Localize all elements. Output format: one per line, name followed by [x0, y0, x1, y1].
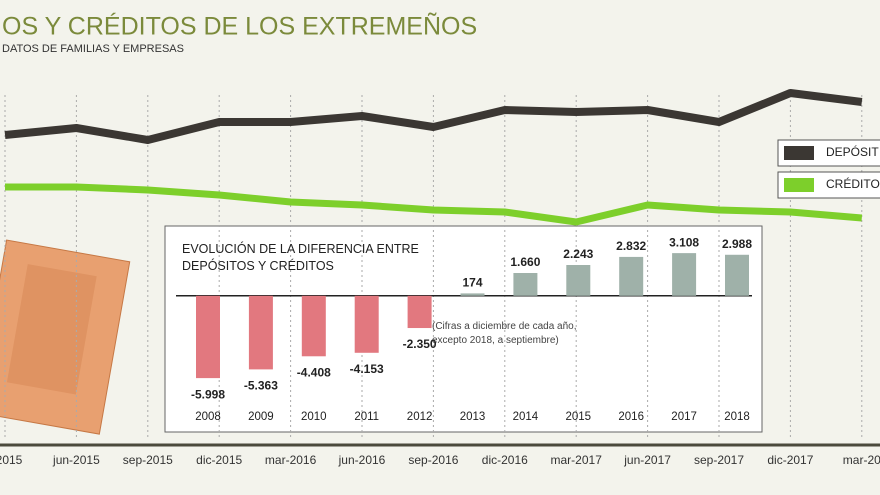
- inset-title: EVOLUCIÓN DE LA DIFERENCIA ENTRE DEPÓSITO…: [182, 241, 419, 273]
- x-tick-label: sep-2016: [408, 453, 458, 467]
- x-tick-label: 2013: [460, 411, 486, 423]
- x-tick-label: 2010: [301, 411, 327, 423]
- bar: [248, 295, 273, 370]
- x-tick-label: mar-20: [843, 453, 880, 467]
- value-label: -5.998: [191, 387, 225, 401]
- annotation: (Cifras a diciembre de cada año, excepto …: [432, 321, 577, 346]
- bar: [619, 256, 644, 296]
- x-tick-label: 2017: [671, 411, 697, 423]
- series-line: [4, 89, 863, 144]
- bar: [566, 264, 591, 296]
- bar: [460, 293, 485, 296]
- x-tick-label: jun-2017: [623, 453, 671, 467]
- banknote-pattern: [6, 264, 97, 395]
- x-tick-label: sep-2015: [123, 453, 173, 467]
- legend-box: [777, 171, 880, 199]
- x-tick-label: 2014: [513, 411, 539, 423]
- x-tick-label: mar-2016: [265, 453, 317, 467]
- x-tick-label: dic-2015: [196, 453, 242, 467]
- value-label: 3.108: [669, 235, 699, 249]
- bar: [725, 254, 749, 296]
- legend-swatch: [784, 146, 814, 160]
- value-label: 2.243: [563, 247, 593, 261]
- x-tick-label: sep-2017: [694, 453, 744, 467]
- x-tick-label: 2009: [248, 411, 274, 423]
- bar: [407, 295, 432, 329]
- bar: [301, 295, 326, 357]
- bar: [354, 295, 379, 353]
- x-tick-label: 2012: [407, 411, 433, 423]
- x-tick-label: 2011: [354, 411, 379, 423]
- value-label: 1.660: [510, 255, 540, 269]
- x-tick-label: 2016: [618, 411, 644, 423]
- x-tick-label: dic-2017: [767, 453, 813, 467]
- value-label: 2.832: [616, 239, 646, 253]
- bar: [672, 253, 697, 296]
- value-label: -2.350: [403, 337, 437, 351]
- value-label: -4.153: [350, 362, 384, 376]
- x-tick-label: r-2015: [0, 453, 23, 467]
- bar: [196, 295, 220, 379]
- value-label: 174: [462, 276, 482, 290]
- x-tick-label: 2015: [566, 411, 592, 423]
- x-tick-label: jun-2015: [52, 453, 100, 467]
- bar: [513, 273, 538, 296]
- x-tick-label: mar-2017: [551, 453, 603, 467]
- x-tick-label: jun-2016: [338, 453, 386, 467]
- x-tick-label: dic-2016: [482, 453, 528, 467]
- series-line: [5, 183, 863, 226]
- subtitle: DATOS DE FAMILIAS Y EMPRESAS: [2, 43, 184, 55]
- banknote: [0, 239, 131, 435]
- legend-swatch: [784, 178, 814, 192]
- x-tick-label: 2018: [724, 411, 750, 423]
- value-label: -4.408: [297, 365, 331, 379]
- value-label: 2.988: [722, 237, 752, 251]
- legend-label: CRÉDITO: [826, 176, 880, 191]
- title: OS Y CRÉDITOS DE LOS EXTREMEÑOS: [2, 12, 477, 41]
- value-label: -5.363: [244, 379, 278, 393]
- legend-label: DEPÓSIT: [826, 144, 879, 159]
- legend-box: [777, 139, 880, 167]
- x-tick-label: 2008: [195, 411, 221, 423]
